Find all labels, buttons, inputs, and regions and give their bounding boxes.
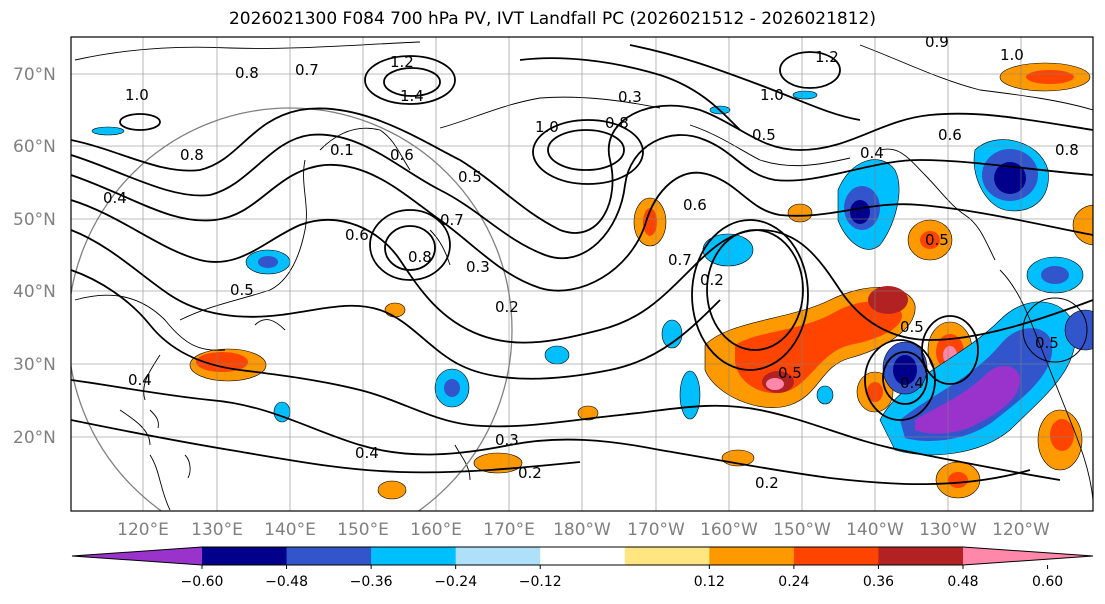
latitude-labels: 70°N 60°N 50°N 40°N 30°N 20°N: [13, 65, 56, 448]
range-circle-east: [1022, 297, 1088, 363]
contour-label: 0.6: [345, 226, 369, 244]
colorbar-segment: [624, 547, 710, 565]
contour-label: 1.0: [760, 86, 784, 104]
lon-label: 160°E: [410, 520, 462, 540]
colorbar-segment: [878, 547, 964, 565]
contour-label: 0.6: [683, 196, 707, 214]
contour-label: 0.7: [295, 61, 319, 79]
map-frame: [70, 36, 1094, 512]
contour-label: 0.8: [605, 114, 629, 132]
colorbar-tick-label: 0.12: [694, 574, 725, 590]
contour-label: 0.9: [925, 33, 949, 51]
lat-label-50n: 50°N: [13, 210, 56, 230]
lon-label: 140°E: [264, 520, 316, 540]
lat-label-70n: 70°N: [13, 65, 56, 85]
contour-label: 0.4: [128, 371, 152, 389]
colorbar-tick-label: 0.48: [947, 574, 978, 590]
colorbar-segment: [793, 547, 879, 565]
contour-label: 1.2: [815, 48, 839, 66]
lon-label: 120°W: [992, 520, 1050, 540]
longitude-labels: 120°E 130°E 140°E 150°E 160°E 170°E 180°…: [117, 520, 1050, 540]
contour-label: 1.2: [390, 53, 414, 71]
map-layers: 1.2 1.4 1.0 0.8 0.7 0.6 0.5 0.4 0.3 0.2 …: [71, 33, 1093, 511]
colorbar-extend-min: [72, 547, 202, 565]
lon-label: 150°W: [773, 520, 831, 540]
contour-label: 0.5: [900, 318, 924, 336]
range-circle-west: [71, 107, 513, 511]
contour-label: 0.4: [103, 189, 127, 207]
contour-label: 0.2: [518, 464, 542, 482]
contour-label: 0.5: [925, 231, 949, 249]
contour-label: 0.7: [668, 251, 692, 269]
contour-labels: 1.2 1.4 1.0 0.8 0.7 0.6 0.5 0.4 0.3 0.2 …: [103, 33, 1079, 492]
contour-label: 0.4: [860, 144, 884, 162]
lon-label: 130°W: [919, 520, 977, 540]
contour-label: 0.7: [440, 211, 464, 229]
contour-label: 0.2: [755, 474, 779, 492]
lon-label: 140°W: [846, 520, 904, 540]
contour-label: 1.0: [1000, 46, 1024, 64]
lon-label: 150°E: [337, 520, 389, 540]
colorbar-segment: [709, 547, 795, 565]
contour-label: 1.4: [400, 87, 424, 105]
lon-label: 160°W: [700, 520, 758, 540]
colorbar: −0.60 −0.48 −0.36 −0.24 −0.12 0.12 0.24 0.36 0.4…: [71, 546, 1094, 590]
contour-label: 0.1: [330, 141, 354, 159]
shaded-anomalies: [91, 62, 1093, 500]
contour-label: 1.0: [125, 86, 149, 104]
contour-label: 0.3: [466, 258, 490, 276]
lon-label: 170°E: [483, 520, 535, 540]
contour-label: 0.2: [700, 271, 724, 289]
coastlines: [74, 41, 1093, 511]
lat-label-20n: 20°N: [13, 428, 56, 448]
lon-label: 120°E: [117, 520, 169, 540]
colorbar-segment: [202, 547, 288, 565]
colorbar-segment: [286, 547, 372, 565]
contour-label: 0.8: [1055, 141, 1079, 159]
contour-label: 0.8: [180, 146, 204, 164]
lat-label-30n: 30°N: [13, 355, 56, 375]
contour-label: 0.4: [900, 374, 924, 392]
lon-label: 180°W: [553, 520, 611, 540]
contour-label: 0.5: [752, 126, 776, 144]
colorbar-tick-label: 0.24: [778, 574, 809, 590]
colorbar-tick-label: −0.48: [265, 574, 308, 590]
contour-label: 0.4: [355, 444, 379, 462]
colorbar-segment: [455, 547, 541, 565]
pv-contours: [71, 44, 1093, 486]
lon-label: 130°E: [191, 520, 243, 540]
contour-label: 0.8: [408, 248, 432, 266]
colorbar-tick-label: −0.60: [181, 574, 224, 590]
contour-label: 0.6: [390, 146, 414, 164]
colorbar-segment: [540, 547, 626, 565]
colorbar-tick-label: −0.12: [519, 574, 562, 590]
colorbar-tick-label: −0.24: [434, 574, 477, 590]
contour-label: 0.3: [495, 431, 519, 449]
lat-label-40n: 40°N: [13, 282, 56, 302]
colorbar-extend-max: [963, 547, 1093, 565]
colorbar-segment: [371, 547, 457, 565]
colorbar-tick-label: 0.36: [863, 574, 894, 590]
lat-label-60n: 60°N: [13, 137, 56, 157]
contour-label: 0.8: [235, 64, 259, 82]
map-title: 2026021300 F084 700 hPa PV, IVT Landfall…: [228, 9, 876, 29]
contour-label: 0.5: [1035, 334, 1059, 352]
colorbar-tick-label: 0.60: [1032, 574, 1063, 590]
contour-label: 1.0: [535, 118, 559, 136]
lon-label: 170°W: [627, 520, 685, 540]
colorbar-tick-label: −0.36: [350, 574, 393, 590]
contour-label: 0.5: [230, 281, 254, 299]
contour-label: 0.3: [618, 88, 642, 106]
contour-label: 0.6: [938, 126, 962, 144]
contour-label: 0.5: [778, 364, 802, 382]
contour-label: 0.2: [495, 298, 519, 316]
contour-label: 0.5: [458, 168, 482, 186]
